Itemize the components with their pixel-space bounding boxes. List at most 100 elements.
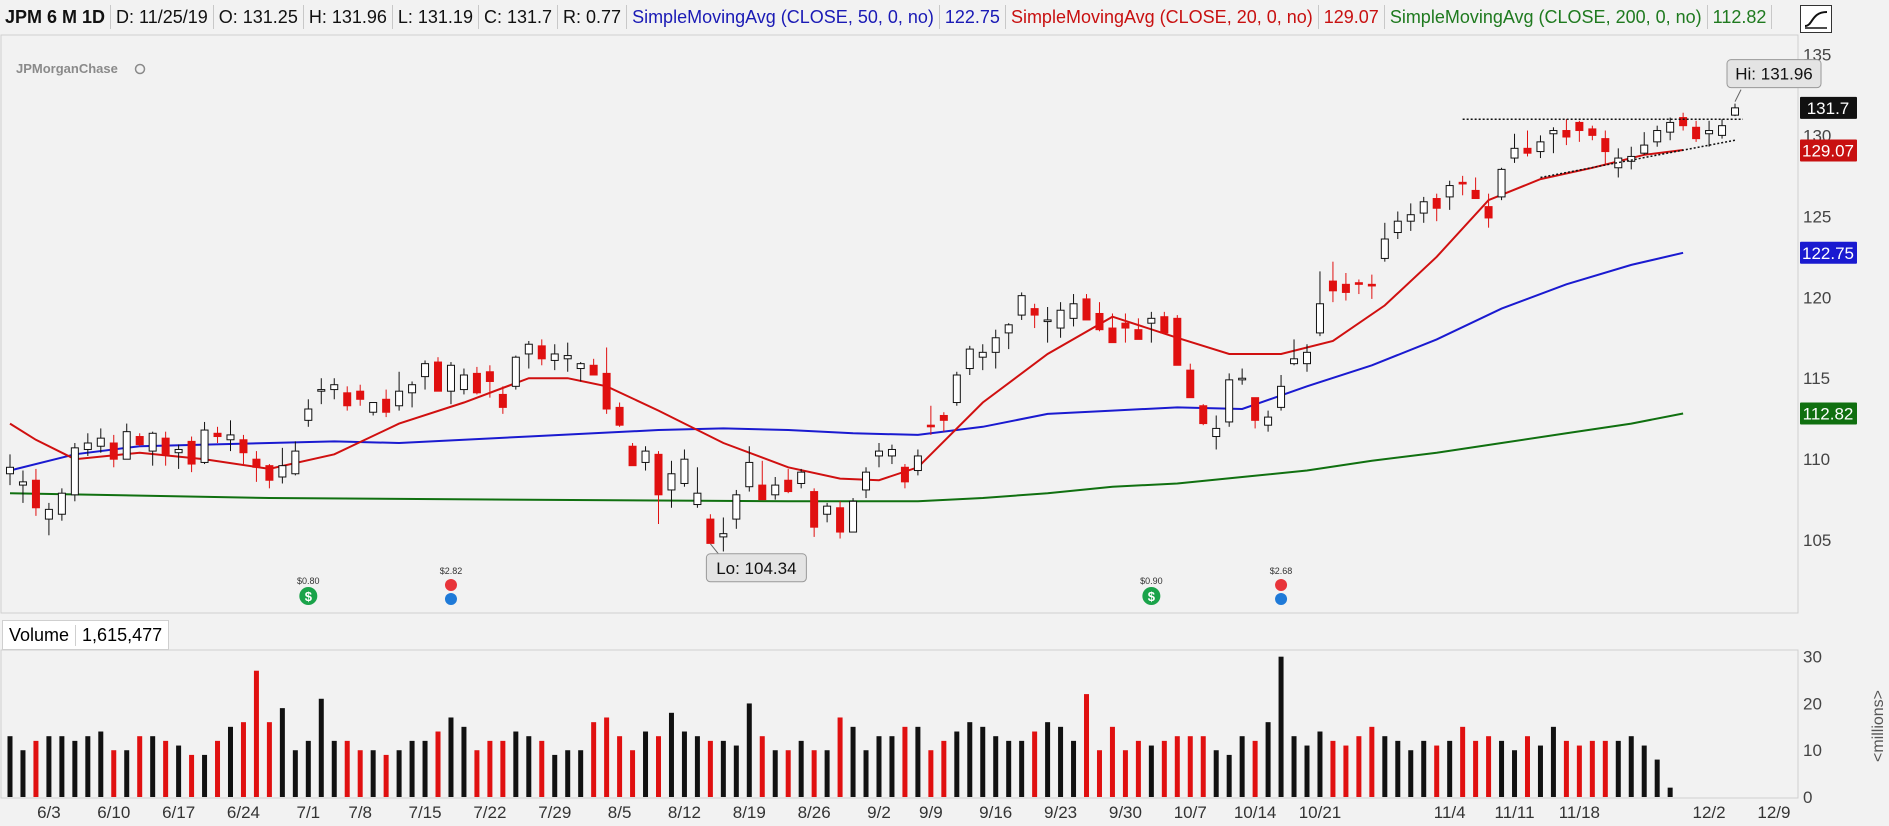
date-tick-label: 6/3 — [37, 803, 61, 822]
candle-body — [1445, 185, 1454, 198]
volume-bar — [811, 750, 817, 797]
date-tick-label: 11/4 — [1434, 803, 1466, 822]
candle-body — [1393, 220, 1402, 234]
candle-body — [135, 436, 144, 446]
candle-body — [1692, 126, 1701, 140]
candle — [849, 498, 858, 533]
last-price-badge: 131.7 — [1800, 96, 1857, 119]
hi-label: Hi: 131.96 — [1735, 65, 1813, 84]
candle — [576, 362, 585, 382]
candle-body — [265, 465, 274, 481]
candle-body — [1303, 351, 1311, 365]
candle-body — [836, 507, 845, 533]
candle — [1614, 148, 1623, 178]
candle-body — [278, 465, 287, 478]
earnings-amount-label: $2.82 — [440, 566, 463, 576]
date-tick-label: 9/30 — [1109, 803, 1142, 822]
candle — [926, 405, 935, 435]
candle-body — [654, 453, 663, 496]
candle — [161, 431, 170, 466]
candle-body — [122, 431, 131, 460]
sma50-label[interactable]: SimpleMovingAvg (CLOSE, 50, 0, no) — [627, 5, 940, 29]
candle-body — [1173, 317, 1182, 366]
earnings-marker[interactable]: $2.68 — [1270, 566, 1293, 605]
candle-body — [706, 518, 715, 544]
price-tick-label: 110 — [1803, 450, 1830, 469]
candle-body — [1601, 138, 1610, 153]
candle — [1251, 397, 1260, 429]
sma20-badge: 129.07 — [1800, 139, 1857, 162]
volume-bar — [487, 740, 493, 797]
candle-body — [1666, 121, 1675, 133]
candle-body — [1017, 295, 1026, 316]
candle — [1004, 323, 1013, 350]
candle — [1095, 302, 1104, 332]
volume-bar — [591, 722, 597, 797]
candle — [1264, 410, 1273, 432]
candle-body — [148, 432, 157, 452]
watermark-logo-icon — [134, 63, 146, 75]
volume-bar — [630, 750, 636, 797]
volume-bar — [1122, 750, 1128, 797]
candle — [1225, 373, 1234, 427]
volume-bar — [1460, 726, 1466, 797]
volume-bar — [1447, 740, 1453, 797]
candle-body — [1588, 128, 1597, 136]
candle — [1121, 313, 1130, 343]
volume-bar — [396, 750, 402, 797]
earnings-icon — [1275, 579, 1288, 591]
candle — [1160, 311, 1169, 335]
open-value: O: 131.25 — [214, 5, 304, 29]
volume-bar — [993, 736, 999, 797]
volume-bar — [137, 736, 143, 797]
candle-body — [1549, 130, 1558, 135]
candle-body — [1225, 379, 1234, 423]
earnings-amount-label: $2.68 — [1270, 566, 1293, 576]
dividend-marker[interactable]: $0.80 $ — [297, 576, 320, 605]
candle-body — [356, 390, 365, 400]
sma200-value: 112.82 — [1708, 5, 1773, 29]
dividend-marker[interactable]: $0.90 $ — [1140, 576, 1163, 605]
drawing-tool-icon[interactable] — [1800, 5, 1832, 33]
candle-body — [1679, 117, 1688, 127]
candle — [265, 464, 274, 489]
candle — [395, 371, 404, 411]
candle-body — [1095, 312, 1104, 331]
volume-bar — [1382, 736, 1388, 797]
sma20-label[interactable]: SimpleMovingAvg (CLOSE, 20, 0, no) — [1006, 5, 1319, 29]
sma50-badge: 122.75 — [1800, 241, 1857, 264]
volume-bar — [967, 722, 973, 797]
date-value: D: 11/25/19 — [111, 5, 214, 29]
candle-body — [887, 448, 896, 457]
volume-bar — [1550, 726, 1556, 797]
candle-body — [1134, 329, 1143, 340]
candle — [1069, 294, 1078, 327]
volume-tick-label: 0 — [1803, 788, 1812, 807]
volume-bar — [1278, 656, 1284, 797]
watermark-text: JPMorganChase — [16, 61, 118, 76]
candle-body — [252, 458, 261, 468]
candle-body — [1705, 130, 1714, 135]
candle — [83, 433, 92, 456]
volume-bar — [1641, 745, 1647, 797]
candle-body — [874, 450, 883, 457]
earnings-marker[interactable]: $2.82 — [440, 566, 463, 605]
volume-bar — [163, 740, 169, 797]
candle-body — [83, 442, 92, 450]
date-tick-label: 9/16 — [979, 803, 1012, 822]
candle — [200, 421, 209, 465]
candle — [57, 488, 66, 521]
support-trendline[interactable] — [1540, 139, 1736, 179]
candle — [693, 467, 702, 508]
candle-body — [1497, 168, 1506, 198]
symbol-label[interactable]: JPM 6 M 1D — [0, 5, 112, 29]
candle — [1277, 375, 1286, 411]
candle — [900, 464, 909, 489]
candle-body — [550, 353, 559, 361]
volume-bar — [33, 740, 39, 797]
candle-body — [1043, 319, 1052, 323]
candle — [1290, 339, 1299, 366]
sma200-label[interactable]: SimpleMovingAvg (CLOSE, 200, 0, no) — [1385, 5, 1708, 29]
candle-body — [849, 500, 858, 533]
